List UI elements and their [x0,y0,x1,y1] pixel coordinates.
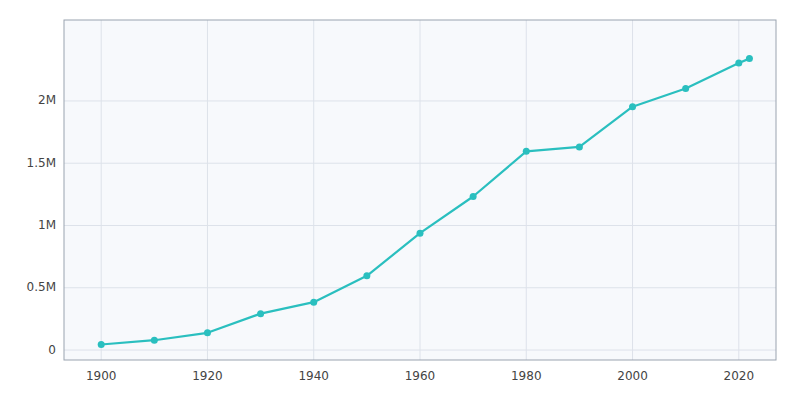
point [363,272,370,279]
series [98,55,753,348]
point [417,230,424,237]
x-tick-label: 2020 [724,369,755,383]
y-tick-label: 0.5M [27,280,56,294]
grid [64,20,776,360]
point [746,55,753,62]
point [98,341,105,348]
point [151,337,158,344]
x-tick-label: 2000 [617,369,648,383]
point [735,60,742,67]
y-tick-label: 1M [38,218,56,232]
y-tick-label: 1.5M [27,156,56,170]
point [470,193,477,200]
x-tick-label: 1920 [192,369,223,383]
point [310,299,317,306]
plot-frame [64,20,776,360]
y-tick-label: 2M [38,93,56,107]
x-grid-line [632,20,633,360]
x-tick-label: 1940 [298,369,329,383]
point [204,329,211,336]
point [682,85,689,92]
plot-area [64,20,776,360]
point [523,148,530,155]
chart-container: 0 0.5M 1M 1.5M 2M 1900 1920 1940 1960 1980 2000 202… [0,0,800,400]
x-tick-label: 1980 [511,369,542,383]
x-grid-line [738,20,739,360]
point [576,143,583,150]
tick-labels: 0 0.5M 1M 1.5M 2M 1900 1920 1940 1960 1980 2000 202… [27,93,755,383]
x-grid-line [313,20,314,360]
x-grid-line [207,20,208,360]
line [101,59,749,345]
x-tick-label: 1900 [86,369,117,383]
y-tick-label: 0 [48,343,56,357]
chart: 0 0.5M 1M 1.5M 2M 1900 1920 1940 1960 1980 2000 202… [0,0,800,400]
x-grid-line [420,20,421,360]
point [629,103,636,110]
x-tick-label: 1960 [405,369,436,383]
point [257,310,264,317]
x-grid-line [101,20,102,360]
x-grid-line [526,20,527,360]
